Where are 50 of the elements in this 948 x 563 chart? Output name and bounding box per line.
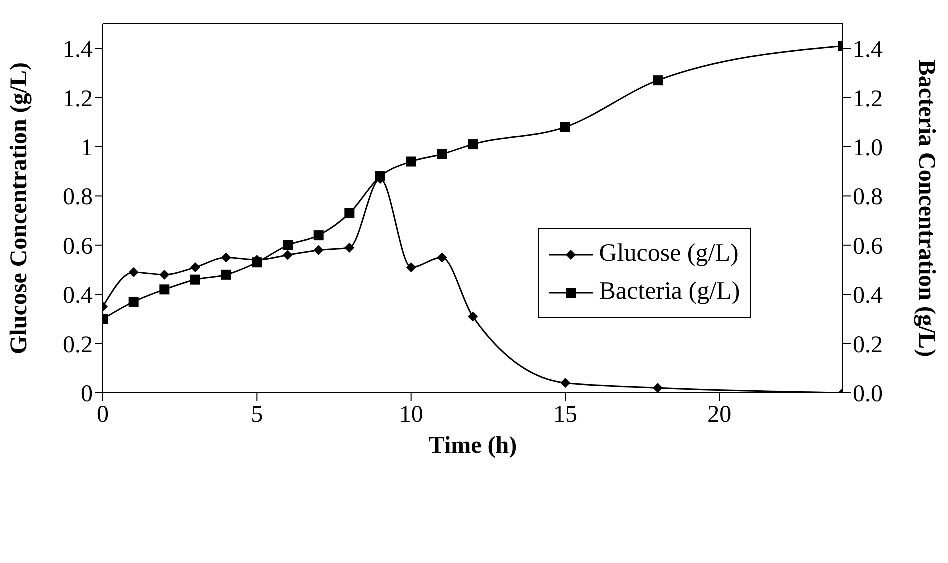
point bbox=[406, 156, 416, 167]
point bbox=[314, 230, 324, 241]
legend-label: Bacteria (g/L) bbox=[598, 277, 740, 307]
point bbox=[560, 122, 570, 132]
point bbox=[128, 267, 139, 278]
x-tick-label: 5 bbox=[251, 402, 264, 428]
point bbox=[283, 250, 293, 260]
point bbox=[406, 262, 416, 273]
point bbox=[160, 270, 170, 280]
point bbox=[221, 270, 232, 280]
y2-tick-label: 1.4 bbox=[853, 37, 883, 64]
y-tick-label: 0.4 bbox=[63, 283, 93, 310]
x-tick-label: 10 bbox=[399, 402, 424, 428]
point bbox=[468, 312, 478, 322]
point bbox=[221, 252, 232, 263]
y2-tick-label: 0.2 bbox=[853, 332, 883, 358]
point bbox=[190, 262, 200, 273]
y2-tick-label: 1.2 bbox=[853, 86, 883, 112]
y-tick-label: 1.2 bbox=[63, 86, 93, 112]
legend-label: Glucose (g/L) bbox=[598, 239, 740, 269]
point bbox=[128, 296, 139, 307]
y-tick-label: 0.2 bbox=[63, 332, 93, 358]
y2-tick-label: 0.4 bbox=[853, 283, 883, 310]
y2-tick-label: 0.8 bbox=[853, 184, 883, 211]
point bbox=[653, 383, 663, 393]
point bbox=[437, 252, 448, 263]
y-axis-title: Glucose Concentration (g/L) bbox=[6, 62, 33, 354]
point bbox=[190, 274, 200, 285]
point bbox=[160, 284, 170, 295]
y-tick-label: 1.4 bbox=[63, 37, 93, 64]
point bbox=[344, 208, 355, 218]
x-tick-label: 20 bbox=[708, 402, 732, 428]
y2-tick-label: 1.0 bbox=[853, 136, 883, 162]
point bbox=[344, 242, 355, 253]
point bbox=[468, 140, 478, 150]
point bbox=[437, 149, 448, 160]
y-tick-label: 0.8 bbox=[63, 184, 93, 211]
point bbox=[283, 240, 293, 250]
x-tick-label: 0 bbox=[97, 402, 109, 428]
point bbox=[314, 245, 324, 256]
y2-axis-title: Bacteria Concentration (g/L) bbox=[913, 60, 940, 358]
point bbox=[653, 76, 663, 86]
point bbox=[560, 378, 570, 388]
y2-tick-label: 0.0 bbox=[853, 382, 883, 408]
y-tick-label: 0 bbox=[81, 382, 93, 408]
y2-tick-label: 0.6 bbox=[853, 234, 883, 260]
y-tick-label: 0.6 bbox=[63, 234, 93, 260]
x-axis-title: Time (h) bbox=[428, 433, 518, 459]
x-tick-label: 15 bbox=[554, 402, 578, 428]
y-tick-label: 1 bbox=[81, 136, 93, 162]
